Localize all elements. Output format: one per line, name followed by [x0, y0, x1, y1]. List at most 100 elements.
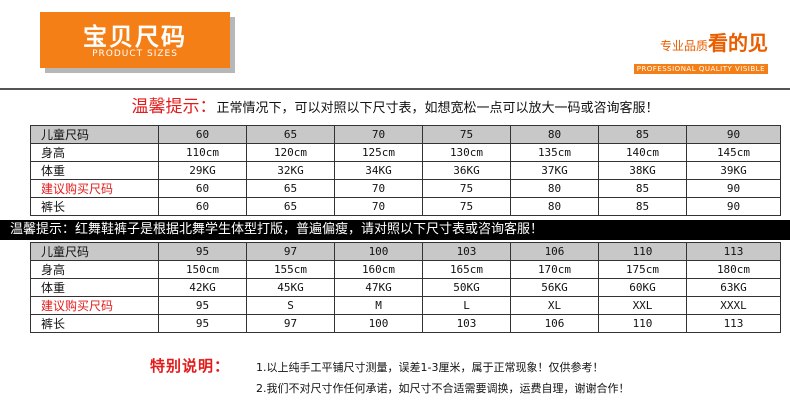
table-cell: 60KG: [598, 278, 687, 297]
row-header: 身高: [30, 260, 159, 279]
table-cell: 150cm: [158, 260, 247, 279]
slogan-big: 看的见: [708, 31, 768, 55]
quality-slogan: 专业品质看的见 PROFESSIONAL QUALITY VISIBLE: [598, 33, 768, 75]
table-cell: 75: [422, 179, 511, 198]
table-row: 体重 42KG 45KG 47KG 50KG 56KG 60KG 63KG: [30, 278, 781, 297]
table-cell: 106: [510, 314, 599, 333]
table-cell: 65: [246, 197, 335, 216]
table-cell: 29KG: [158, 161, 247, 180]
tip-text: 正常情况下，可以对照以下尺寸表，如想宽松一点可以放大一码或咨询客服！: [216, 101, 659, 116]
table-cell: 60: [158, 125, 247, 144]
header-divider: [0, 88, 790, 90]
table-cell: 120cm: [246, 143, 335, 162]
table-cell: 45KG: [246, 278, 335, 297]
table-cell: 125cm: [334, 143, 423, 162]
table-cell: 60: [158, 197, 247, 216]
tip-dance-fit: 温馨提示：红舞鞋裤子是根据北舞学生体型打版，普遍偏瘦，请对照以下尺寸表或咨询客服…: [0, 220, 790, 240]
table-cell: 90: [686, 197, 781, 216]
row-header: 体重: [30, 161, 159, 180]
table-cell: XXXL: [686, 296, 781, 315]
row-header: 建议购买尺码: [30, 296, 159, 315]
note-item: 1.以上纯手工平铺尺寸测量，误差1-3厘米，属于正常现象！仅供参考！: [256, 361, 604, 374]
table-cell: 63KG: [686, 278, 781, 297]
table-cell: 85: [598, 197, 687, 216]
banner-subtitle: PRODUCT SIZES: [92, 49, 178, 59]
banner-title: 宝贝尺码: [83, 23, 187, 51]
table-cell: 38KG: [598, 161, 687, 180]
table-cell: 60: [158, 179, 247, 198]
table-cell: 95: [158, 296, 247, 315]
table-cell: 97: [246, 314, 335, 333]
table-row: 儿童尺码 60 65 70 75 80 85 90: [30, 125, 781, 144]
table-row: 裤长 60 65 70 75 80 85 90: [30, 197, 781, 216]
table-cell: 110cm: [158, 143, 247, 162]
table-cell: 95: [158, 314, 247, 333]
table-cell: 75: [422, 197, 511, 216]
table-cell: 175cm: [598, 260, 687, 279]
table-cell: 103: [422, 242, 511, 261]
table-cell: 145cm: [686, 143, 781, 162]
table-cell: 97: [246, 242, 335, 261]
table-cell: 32KG: [246, 161, 335, 180]
table-cell: M: [334, 296, 423, 315]
row-header: 儿童尺码: [30, 125, 159, 144]
table-cell: 100: [334, 242, 423, 261]
row-header: 身高: [30, 143, 159, 162]
product-sizes-banner: 宝贝尺码 PRODUCT SIZES: [40, 12, 230, 68]
table-cell: 110: [598, 314, 687, 333]
table-cell: 90: [686, 179, 781, 198]
table-row: 裤长 95 97 100 103 106 110 113: [30, 314, 781, 333]
tip-normal: 温馨提示：正常情况下，可以对照以下尺寸表，如想宽松一点可以放大一码或咨询客服！: [0, 97, 790, 119]
table-cell: 113: [686, 242, 781, 261]
table-cell: 106: [510, 242, 599, 261]
size-table-2: 儿童尺码 95 97 100 103 106 110 113 身高 150cm 155cm 160cm…: [30, 242, 781, 333]
table-cell: 34KG: [334, 161, 423, 180]
row-header: 裤长: [30, 197, 159, 216]
table-cell: 130cm: [422, 143, 511, 162]
table-cell: 140cm: [598, 143, 687, 162]
table-cell: 42KG: [158, 278, 247, 297]
table-cell: 95: [158, 242, 247, 261]
table-cell: 170cm: [510, 260, 599, 279]
table-cell: 36KG: [422, 161, 511, 180]
table-cell: 80: [510, 179, 599, 198]
row-header: 儿童尺码: [30, 242, 159, 261]
table-cell: 90: [686, 125, 781, 144]
table-cell: 155cm: [246, 260, 335, 279]
table-row: 儿童尺码 95 97 100 103 106 110 113: [30, 242, 781, 261]
table-row: 建议购买尺码 95 S M L XL XXL XXXL: [30, 296, 781, 315]
table-cell: 160cm: [334, 260, 423, 279]
page-header: 宝贝尺码 PRODUCT SIZES 专业品质看的见 PROFESSIONAL …: [0, 0, 790, 88]
special-notes-title: 特别说明：: [150, 357, 231, 375]
table-cell: 113: [686, 314, 781, 333]
tip-lead: 温馨提示：: [131, 97, 217, 117]
table-cell: 85: [598, 179, 687, 198]
row-header: 建议购买尺码: [30, 179, 159, 198]
table-cell: 180cm: [686, 260, 781, 279]
row-header: 体重: [30, 278, 159, 297]
row-header: 裤长: [30, 314, 159, 333]
table-cell: 70: [334, 125, 423, 144]
table-row: 体重 29KG 32KG 34KG 36KG 37KG 38KG 39KG: [30, 161, 781, 180]
table-cell: 135cm: [510, 143, 599, 162]
table-row: 身高 150cm 155cm 160cm 165cm 170cm 175cm 180cm: [30, 260, 781, 279]
table-cell: S: [246, 296, 335, 315]
table-cell: 37KG: [510, 161, 599, 180]
note-item: 2.我们不对尺寸作任何承诺，如尺寸不合适需要调换，运费自理，谢谢合作！: [256, 382, 630, 395]
table-cell: 103: [422, 314, 511, 333]
table-cell: 75: [422, 125, 511, 144]
table-cell: 65: [246, 125, 335, 144]
table-cell: 100: [334, 314, 423, 333]
table-cell: 85: [598, 125, 687, 144]
table-cell: 70: [334, 197, 423, 216]
table-cell: XXL: [598, 296, 687, 315]
table-cell: 80: [510, 197, 599, 216]
table-cell: 50KG: [422, 278, 511, 297]
table-cell: 47KG: [334, 278, 423, 297]
table-cell: L: [422, 296, 511, 315]
table-cell: 39KG: [686, 161, 781, 180]
table-cell: 65: [246, 179, 335, 198]
slogan-small: 专业品质: [659, 39, 708, 53]
table-cell: 165cm: [422, 260, 511, 279]
table-cell: 70: [334, 179, 423, 198]
